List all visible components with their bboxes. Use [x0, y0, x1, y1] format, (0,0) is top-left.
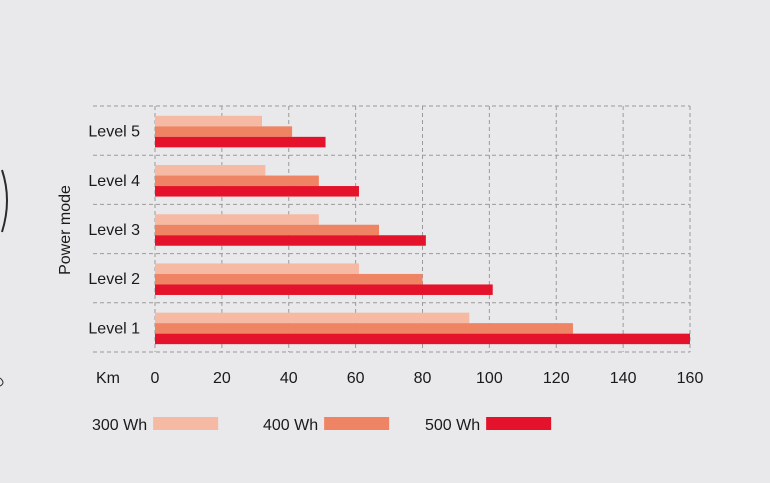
- category-label: Level 1: [88, 320, 140, 337]
- labels: Power mode Km Level 5 Level 4 Level 3 Level…: [57, 124, 703, 387]
- bar: [155, 136, 326, 148]
- legend-label: 300 Wh: [92, 417, 147, 434]
- x-tick-label: 0: [151, 370, 160, 387]
- x-tick-label: 140: [610, 370, 637, 387]
- x-tick-label: 40: [280, 370, 298, 387]
- legend-label: 400 Wh: [263, 417, 318, 434]
- category-label: Level 5: [88, 124, 140, 141]
- legend-swatch: [324, 417, 390, 430]
- bar: [155, 165, 266, 176]
- bar: [155, 186, 359, 197]
- bar: [155, 284, 493, 295]
- left-edge-decoration-lower: [0, 377, 4, 387]
- bar: [155, 126, 293, 137]
- x-tick-label: 100: [476, 370, 503, 387]
- category-label: Level 2: [88, 271, 140, 288]
- bar: [155, 323, 573, 334]
- bar: [155, 214, 319, 225]
- legend-label: 500 Wh: [425, 417, 480, 434]
- legend: 300 Wh 400 Wh 500 Wh: [92, 417, 552, 434]
- bar: [155, 312, 470, 324]
- y-axis-label: Power mode: [57, 185, 74, 275]
- bar: [155, 224, 380, 236]
- x-tick-label: 120: [543, 370, 570, 387]
- category-label: Level 3: [88, 222, 140, 239]
- bar: [155, 115, 262, 127]
- x-tick-label: 60: [347, 370, 365, 387]
- bar: [155, 273, 423, 285]
- x-axis-unit-label: Km: [96, 370, 120, 387]
- bars: [155, 115, 690, 345]
- legend-swatch: [153, 417, 219, 430]
- bar: [155, 175, 319, 187]
- legend-swatch: [486, 417, 552, 430]
- bar: [155, 235, 426, 246]
- bar: [155, 263, 359, 274]
- x-tick-label: 80: [414, 370, 432, 387]
- x-tick-label: 20: [213, 370, 231, 387]
- x-tick-label: 160: [677, 370, 704, 387]
- left-edge-decoration: [1, 169, 8, 233]
- category-label: Level 4: [88, 173, 140, 190]
- bar: [155, 333, 690, 345]
